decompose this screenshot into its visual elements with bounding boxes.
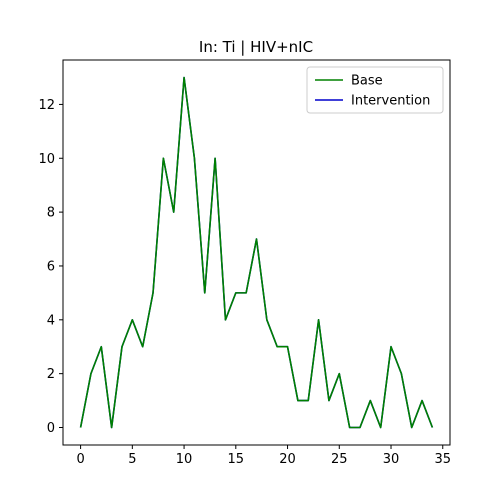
series-line-base	[79, 76, 434, 429]
x-tick-label: 15	[228, 452, 245, 467]
x-tick-label: 20	[279, 452, 296, 467]
axes-layer: 0 5 10 15 20 25 30 35 0 2 4 6 8 10 12	[38, 59, 451, 467]
series-layer	[79, 76, 434, 429]
legend-box	[306, 66, 444, 114]
y-tick-label: 12	[38, 98, 55, 113]
y-tick-label: 8	[47, 206, 55, 221]
y-tick-label: 6	[47, 259, 55, 274]
legend: Base Intervention	[306, 66, 444, 114]
legend-label-base: Base	[351, 74, 383, 89]
y-tick-label: 2	[47, 367, 55, 382]
chart-title: In: Ti | HIV+nIC	[199, 38, 313, 56]
y-tick-label: 0	[47, 421, 55, 436]
x-tick-label: 10	[176, 452, 193, 467]
axes-frame	[62, 59, 451, 446]
y-tick-label: 4	[47, 313, 55, 328]
legend-label-intervention: Intervention	[351, 94, 430, 109]
x-tick-label: 5	[128, 452, 136, 467]
x-tick-label: 35	[434, 452, 451, 467]
x-tick-label: 25	[331, 452, 348, 467]
y-tick-label: 10	[38, 152, 55, 167]
x-tick-label: 30	[383, 452, 400, 467]
x-tick-label: 0	[76, 452, 84, 467]
